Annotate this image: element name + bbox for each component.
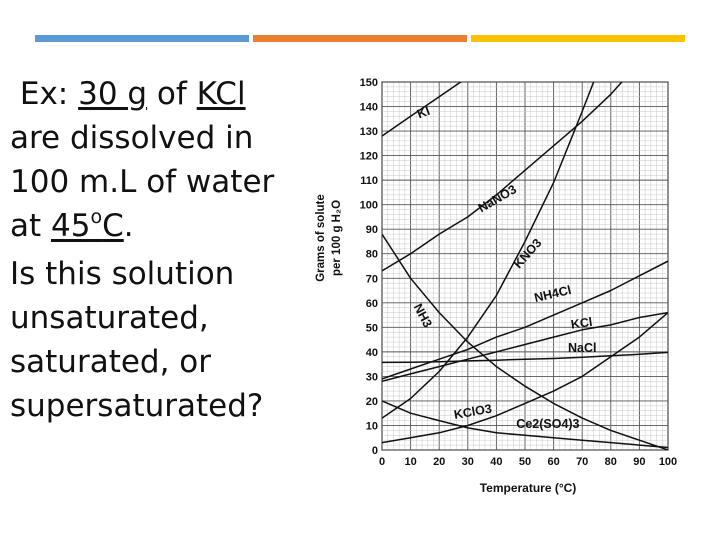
x-tick-label: 10 (404, 456, 416, 468)
y-tick-label: 110 (360, 175, 378, 187)
x-tick-label: 30 (462, 456, 474, 468)
y-tick-label: 90 (366, 224, 378, 236)
accent-bar-yellow (471, 35, 685, 42)
curve-label-ce2-so4-3: Ce2(SO4)3 (516, 417, 579, 431)
solute-name: KCl (196, 76, 246, 112)
question-text: Ex: 30 g of KCl are dissolved in 100 m.L… (10, 72, 310, 428)
question-line-2: are dissolved in (10, 120, 254, 156)
x-tick-label: 90 (633, 456, 645, 468)
question-line-8: supersaturated? (10, 388, 264, 424)
y-tick-label: 120 (360, 151, 378, 163)
curve-label-ki: KI (415, 104, 432, 121)
x-tick-label: 50 (519, 456, 531, 468)
question-line-3: 100 m.L of water (10, 164, 275, 200)
y-tick-label: 70 (366, 273, 378, 285)
y-tick-label: 30 (366, 371, 378, 383)
x-tick-label: 40 (490, 456, 502, 468)
y-tick-label: 100 (360, 200, 378, 212)
mass-value: 30 g (78, 76, 148, 112)
question-line-5: Is this solution (10, 256, 235, 292)
curve-nacl (382, 351, 668, 364)
accent-bar-blue (35, 35, 249, 42)
curve-kcl (382, 311, 668, 383)
solubility-chart: 0 10 20 30 40 50 60 70 80 90 100 0 10 20 30 40 50 60 70 80 9… (315, 77, 678, 495)
grid (381, 81, 669, 451)
y-tick-label: 20 (366, 396, 378, 408)
question-line-7: saturated, or (10, 344, 212, 380)
x-tick-label: 60 (547, 456, 559, 468)
curve-label-kclo3: KClO3 (453, 402, 493, 422)
y-axis-label-line-2: per 100 g H₂O (331, 200, 343, 276)
y-tick-label: 40 (366, 347, 378, 359)
accent-bar-orange (253, 35, 467, 42)
curves (382, 82, 668, 450)
x-tick-label: 20 (433, 456, 445, 468)
x-tick-label: 100 (659, 456, 677, 468)
curve-ce2-so4-3 (382, 400, 668, 449)
curve-nh3 (382, 233, 668, 450)
y-tick-label: 130 (360, 126, 378, 138)
curve-label-kcl: KCl (570, 315, 593, 332)
curve-nano3 (382, 82, 623, 272)
temperature-value: 45oC (51, 206, 124, 244)
x-tick-label: 70 (576, 456, 588, 468)
curve-kclo3 (382, 312, 668, 444)
y-axis-label-line-1: Grams of solute (315, 194, 327, 282)
curve-label-nacl: NaCl (568, 341, 596, 355)
x-tick-label: 80 (605, 456, 617, 468)
y-tick-label: 80 (366, 249, 378, 261)
y-tick-label: 50 (366, 322, 378, 334)
question-line-6: unsaturated, (10, 300, 209, 336)
question-line-1: Ex: 30 g of KCl (19, 76, 246, 112)
y-tick-label: 0 (372, 445, 378, 457)
y-tick-label: 60 (366, 298, 378, 310)
y-tick-label: 140 (360, 102, 378, 114)
y-tick-label: 10 (366, 420, 378, 432)
x-tick-label: 0 (379, 456, 385, 468)
y-tick-label: 150 (360, 77, 378, 89)
curve-ki (382, 82, 462, 137)
x-axis-label: Temperature (°C) (480, 481, 577, 495)
tick-labels: 0 10 20 30 40 50 60 70 80 90 100 0 10 20 30 40 50 60 70 80 9… (360, 77, 678, 468)
question-line-4: at 45oC. (10, 206, 134, 244)
curve-kno3 (382, 82, 595, 419)
